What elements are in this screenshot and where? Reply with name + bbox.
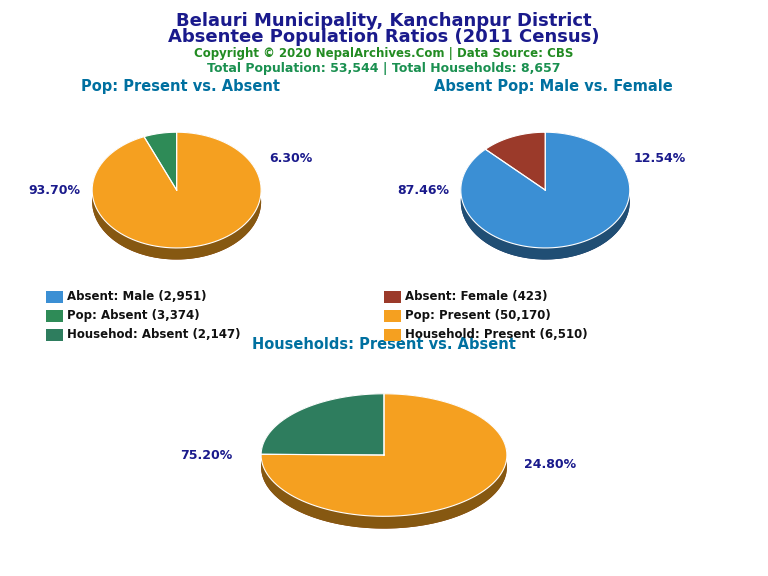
Text: Household: Present (6,510): Household: Present (6,510): [405, 328, 588, 341]
Text: Total Population: 53,544 | Total Households: 8,657: Total Population: 53,544 | Total Househo…: [207, 62, 561, 75]
Polygon shape: [92, 144, 261, 260]
Polygon shape: [461, 132, 630, 260]
Polygon shape: [485, 132, 545, 190]
Polygon shape: [92, 132, 261, 259]
Text: 93.70%: 93.70%: [28, 184, 80, 196]
Text: 24.80%: 24.80%: [524, 458, 576, 471]
Text: Absent: Male (2,951): Absent: Male (2,951): [67, 290, 207, 303]
Polygon shape: [92, 132, 261, 248]
Polygon shape: [261, 394, 384, 455]
Polygon shape: [461, 144, 630, 260]
Text: Absentee Population Ratios (2011 Census): Absentee Population Ratios (2011 Census): [168, 28, 600, 46]
Polygon shape: [144, 132, 177, 190]
Polygon shape: [461, 132, 630, 248]
Text: 87.46%: 87.46%: [397, 184, 449, 196]
Text: Absent: Female (423): Absent: Female (423): [405, 290, 548, 303]
Text: 75.20%: 75.20%: [180, 449, 232, 461]
Text: 12.54%: 12.54%: [633, 153, 686, 165]
Text: Pop: Absent (3,374): Pop: Absent (3,374): [67, 309, 200, 322]
Polygon shape: [261, 394, 384, 467]
Polygon shape: [261, 394, 507, 529]
Polygon shape: [261, 406, 507, 529]
Text: Pop: Present vs. Absent: Pop: Present vs. Absent: [81, 79, 280, 94]
Text: Belauri Municipality, Kanchanpur District: Belauri Municipality, Kanchanpur Distric…: [176, 12, 592, 29]
Text: Househod: Absent (2,147): Househod: Absent (2,147): [67, 328, 240, 341]
Text: Copyright © 2020 NepalArchives.Com | Data Source: CBS: Copyright © 2020 NepalArchives.Com | Dat…: [194, 47, 574, 60]
Text: Pop: Present (50,170): Pop: Present (50,170): [405, 309, 551, 322]
Polygon shape: [261, 394, 507, 516]
Text: 6.30%: 6.30%: [269, 153, 313, 165]
Text: Households: Present vs. Absent: Households: Present vs. Absent: [252, 337, 516, 352]
Text: Absent Pop: Male vs. Female: Absent Pop: Male vs. Female: [434, 79, 672, 94]
